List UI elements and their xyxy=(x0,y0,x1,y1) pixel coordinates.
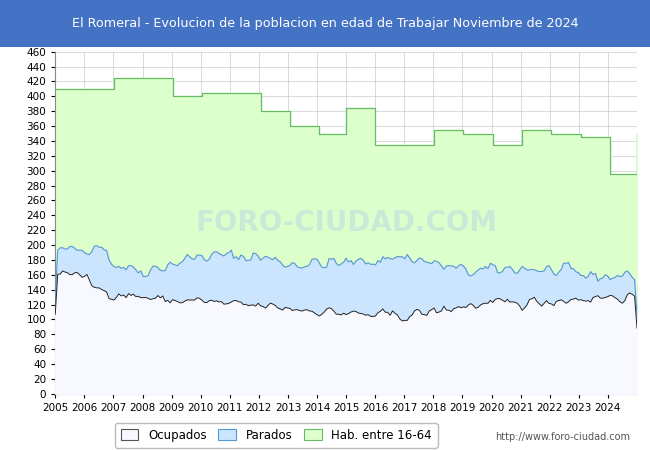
Text: FORO-CIUDAD.COM: FORO-CIUDAD.COM xyxy=(195,209,497,237)
Legend: Ocupados, Parados, Hab. entre 16-64: Ocupados, Parados, Hab. entre 16-64 xyxy=(115,423,437,448)
Text: http://www.foro-ciudad.com: http://www.foro-ciudad.com xyxy=(495,432,630,442)
Text: El Romeral - Evolucion de la poblacion en edad de Trabajar Noviembre de 2024: El Romeral - Evolucion de la poblacion e… xyxy=(72,17,578,30)
